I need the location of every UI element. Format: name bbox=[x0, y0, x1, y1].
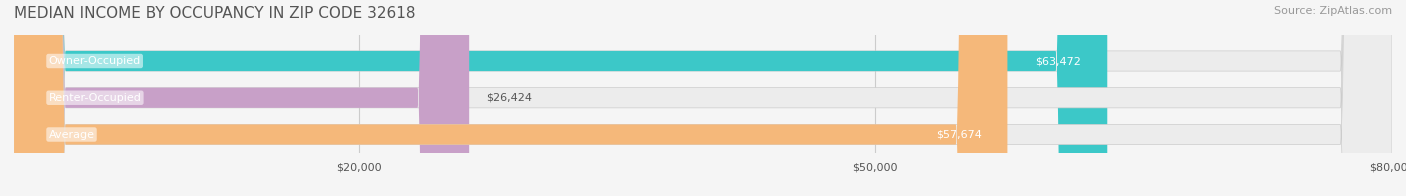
FancyBboxPatch shape bbox=[14, 0, 1392, 196]
Text: $57,674: $57,674 bbox=[936, 130, 981, 140]
Text: $26,424: $26,424 bbox=[486, 93, 533, 103]
FancyBboxPatch shape bbox=[14, 0, 1108, 196]
Text: Average: Average bbox=[48, 130, 94, 140]
Text: Source: ZipAtlas.com: Source: ZipAtlas.com bbox=[1274, 6, 1392, 16]
Text: MEDIAN INCOME BY OCCUPANCY IN ZIP CODE 32618: MEDIAN INCOME BY OCCUPANCY IN ZIP CODE 3… bbox=[14, 6, 416, 21]
FancyBboxPatch shape bbox=[14, 0, 470, 196]
FancyBboxPatch shape bbox=[14, 0, 1392, 196]
Text: Owner-Occupied: Owner-Occupied bbox=[48, 56, 141, 66]
FancyBboxPatch shape bbox=[14, 0, 1008, 196]
Text: $63,472: $63,472 bbox=[1036, 56, 1081, 66]
Text: Renter-Occupied: Renter-Occupied bbox=[48, 93, 142, 103]
FancyBboxPatch shape bbox=[14, 0, 1392, 196]
